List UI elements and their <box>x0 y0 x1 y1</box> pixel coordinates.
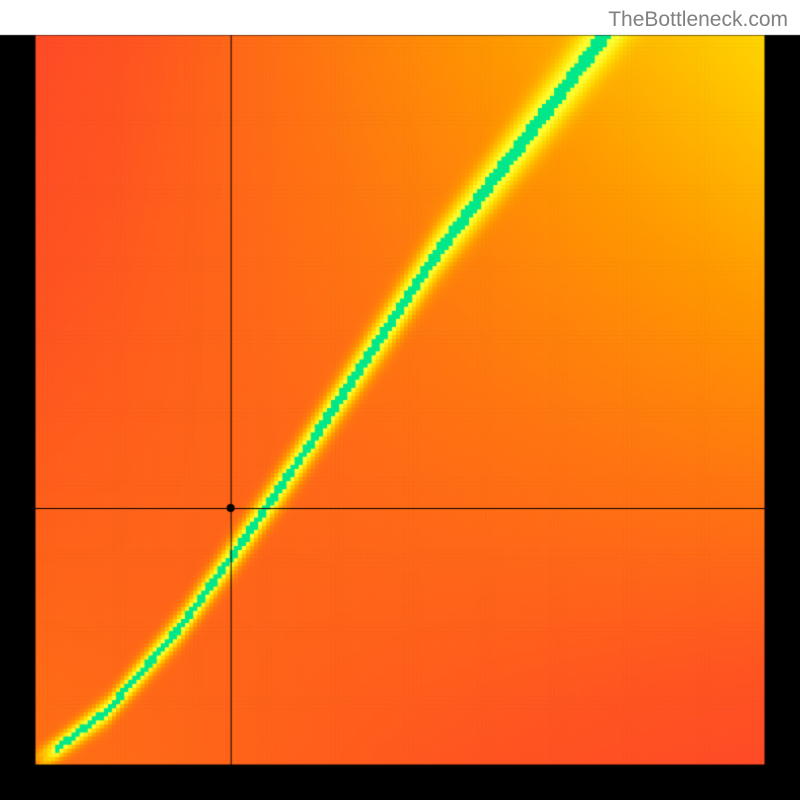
heatmap-canvas <box>0 0 800 800</box>
chart-container: TheBottleneck.com <box>0 0 800 800</box>
watermark-text: TheBottleneck.com <box>608 8 788 32</box>
